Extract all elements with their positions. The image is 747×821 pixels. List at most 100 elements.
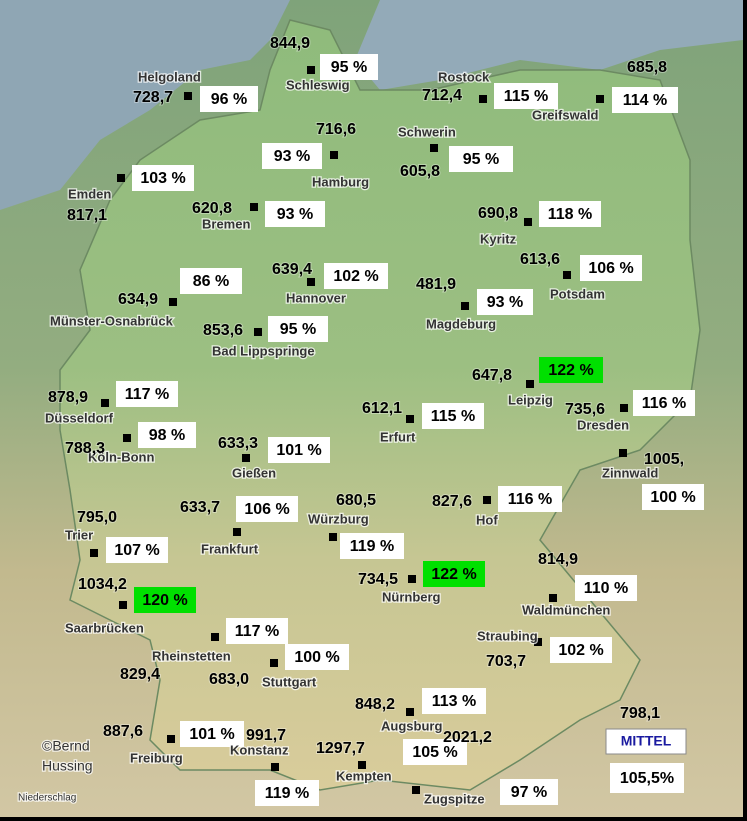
percent-box (423, 561, 485, 587)
station-marker (596, 95, 604, 103)
station-amount: 829,4 (120, 666, 160, 683)
station-name: Hamburg (312, 174, 369, 189)
station-name: Stuttgart (262, 674, 317, 689)
percent-box (180, 268, 242, 294)
percent-box (106, 537, 168, 563)
station-name: Bremen (202, 216, 250, 231)
percent-box (285, 644, 349, 670)
percent-box (539, 201, 601, 227)
station-amount: 639,4 (272, 261, 312, 278)
station-percent: 101 % (189, 726, 234, 743)
station-marker (242, 454, 250, 462)
station-amount: 712,4 (422, 87, 462, 104)
station-name: Dresden (577, 417, 629, 432)
station-name: Zugspitze (424, 791, 485, 806)
station-name: Düsseldorf (45, 410, 114, 425)
station-percent: 105 % (412, 744, 457, 761)
station-name: Erfurt (380, 429, 416, 444)
station-name: Kempten (336, 768, 392, 783)
station-amount: 633,7 (180, 499, 220, 516)
station-name: Leipzig (508, 392, 553, 407)
percent-box (116, 381, 178, 407)
percent-box (500, 779, 558, 805)
station-percent: 95 % (280, 321, 316, 338)
legend-label: MITTEL (621, 733, 672, 749)
station-amount: 703,7 (486, 653, 526, 670)
bottom-border (0, 817, 747, 821)
percent-box (494, 83, 558, 109)
station-name: Zinnwald (602, 465, 658, 480)
legend-amount: 798,1 (620, 705, 660, 722)
station-percent: 100 % (650, 489, 695, 506)
credit-line: ©Bernd (42, 738, 90, 754)
percent-box (340, 533, 404, 559)
station-name: Bad Lippspringe (212, 343, 315, 358)
station-percent: 96 % (211, 91, 247, 108)
station-marker (430, 144, 438, 152)
station-amount: 633,3 (218, 435, 258, 452)
station-marker (461, 302, 469, 310)
station-name: Gießen (232, 465, 276, 480)
percent-box (265, 201, 325, 227)
station-amount: 817,1 (67, 207, 107, 224)
station-amount: 887,6 (103, 723, 143, 740)
percent-box (226, 618, 288, 644)
station-name: Augsburg (381, 718, 442, 733)
station-percent: 93 % (274, 148, 310, 165)
station-percent: 107 % (114, 542, 159, 559)
station-marker (250, 203, 258, 211)
station-amount: 690,8 (478, 205, 518, 222)
caption: Niederschlag (18, 793, 76, 804)
percent-box (539, 357, 603, 383)
station-name: Kyritz (480, 231, 517, 246)
station-marker (406, 708, 414, 716)
station-marker (101, 399, 109, 407)
station-name: Emden (68, 186, 111, 201)
station-marker (271, 763, 279, 771)
percent-box (642, 484, 704, 510)
percent-box (255, 780, 319, 806)
percent-box (132, 165, 194, 191)
percent-box (262, 143, 322, 169)
station-marker (90, 549, 98, 557)
station-percent: 115 % (431, 408, 475, 425)
legend-percent-box (610, 763, 684, 793)
station-name: Rostock (438, 69, 490, 84)
station-amount: 620,8 (192, 200, 232, 217)
station-marker (408, 575, 416, 583)
legend-percent: 105,5% (620, 770, 674, 787)
station-marker (167, 735, 175, 743)
station-marker (270, 659, 278, 667)
station-percent: 113 % (432, 693, 476, 710)
station-name: Helgoland (138, 69, 201, 84)
station-percent: 100 % (294, 649, 339, 666)
station-marker (619, 449, 627, 457)
station-name: Magdeburg (426, 316, 496, 331)
station-amount: 647,8 (472, 367, 512, 384)
station-percent: 122 % (548, 362, 593, 379)
station-percent: 93 % (487, 294, 523, 311)
station-amount: 728,7 (133, 89, 173, 106)
right-border (743, 0, 747, 821)
credit-line: Hussing (42, 758, 93, 774)
station-amount: 481,9 (416, 276, 456, 293)
station-name: Konstanz (230, 742, 289, 757)
percent-box (324, 263, 388, 289)
percent-box (200, 86, 258, 112)
percent-box (477, 289, 533, 315)
station-marker (211, 633, 219, 641)
percent-box (138, 422, 196, 448)
station-amount: 683,0 (209, 671, 249, 688)
station-amount: 1297,7 (316, 740, 365, 757)
station-name: Schleswig (286, 77, 350, 92)
station-amount: 814,9 (538, 551, 578, 568)
station-percent: 98 % (149, 427, 185, 444)
station-percent: 116 % (642, 395, 686, 412)
station-marker (412, 786, 420, 794)
station-amount: 716,6 (316, 121, 356, 138)
station-percent: 114 % (623, 92, 667, 109)
station-marker (307, 278, 315, 286)
station-amount: 878,9 (48, 389, 88, 406)
station-percent: 117 % (125, 386, 169, 403)
